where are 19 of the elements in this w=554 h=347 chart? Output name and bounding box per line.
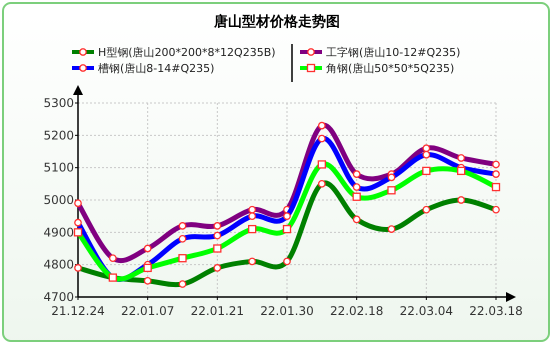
y-tick-label: 5200 [43, 128, 74, 142]
x-tick-label: 21.12.24 [51, 304, 105, 318]
x-tick-label: 22.03.04 [400, 304, 454, 318]
y-tick-label: 4700 [43, 290, 74, 304]
y-tick-label: 4800 [43, 258, 74, 272]
legend-label: H型钢(唐山200*200*8*12Q235B) [98, 46, 276, 59]
y-tick-label: 5100 [43, 160, 74, 175]
y-tick-label: 5000 [43, 193, 74, 207]
y-tick-label: 4900 [43, 225, 74, 240]
x-tick-label: 22.01.07 [120, 304, 174, 318]
chart-title: 唐山型材价格走势图 [213, 13, 340, 30]
x-tick-label: 22.02.18 [330, 304, 384, 318]
legend-label: 工字钢(唐山10-12#Q235) [326, 46, 460, 59]
y-tick-label: 5300 [43, 96, 74, 110]
legend-label: 槽钢(唐山8-14#Q235) [98, 62, 214, 75]
x-tick-label: 22.01.21 [190, 304, 244, 318]
x-tick-label: 22.03.18 [469, 304, 523, 318]
x-tick-label: 22.01.30 [260, 304, 314, 318]
legend-label: 角钢(唐山50*50*5Q235) [326, 62, 454, 75]
